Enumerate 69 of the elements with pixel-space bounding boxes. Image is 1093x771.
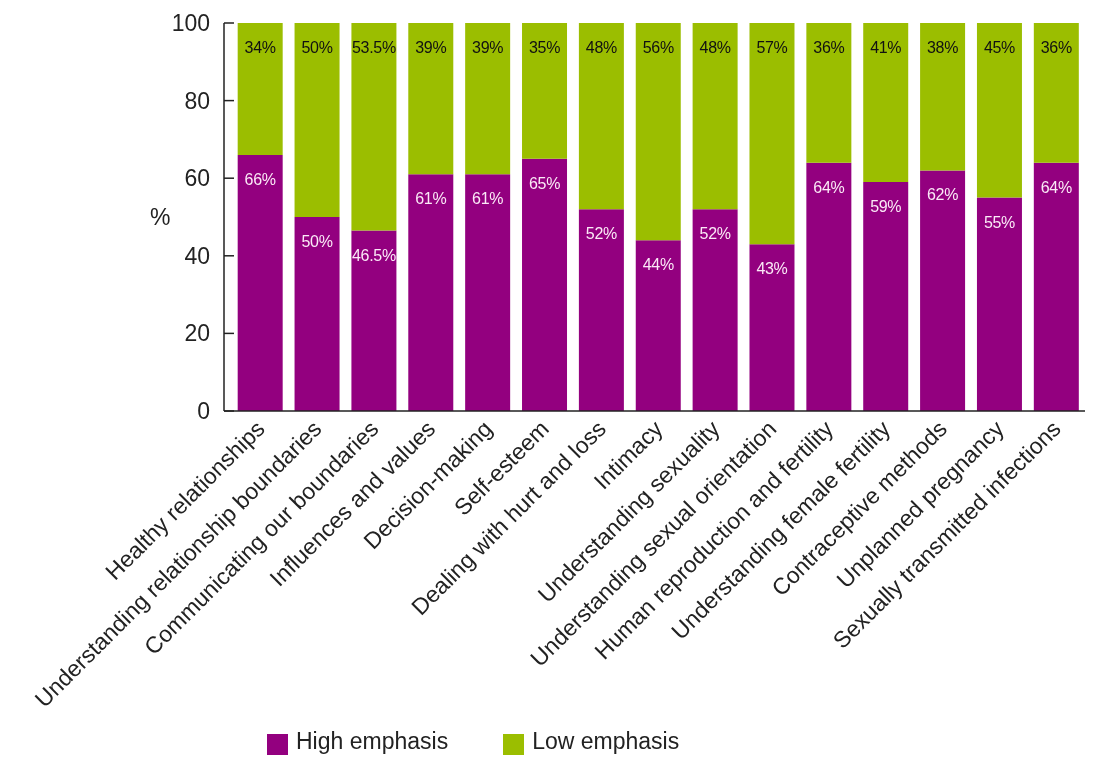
data-label: 56% <box>642 39 674 56</box>
data-label: 35% <box>528 39 561 56</box>
bar <box>294 23 340 217</box>
data-label: 48% <box>699 39 731 56</box>
bar <box>465 23 511 175</box>
data-label: 50% <box>301 39 333 56</box>
y-tick-label: 20 <box>184 320 210 347</box>
y-tick-label: 40 <box>184 242 210 269</box>
bar <box>237 23 283 155</box>
bar <box>863 23 909 183</box>
bar <box>351 23 397 231</box>
y-tick-label: 100 <box>171 10 210 36</box>
data-label: 45% <box>983 39 1016 56</box>
data-label: 55% <box>983 213 1016 231</box>
legend-label: Low emphasis <box>532 728 680 754</box>
data-label: 52% <box>699 225 731 243</box>
bar <box>863 182 909 411</box>
legend-label: High emphasis <box>296 728 449 754</box>
data-label: 43% <box>756 260 788 278</box>
bar <box>749 244 795 411</box>
bar <box>1033 23 1079 163</box>
data-label: 64% <box>813 178 845 196</box>
bar <box>522 158 568 411</box>
data-label: 50% <box>301 233 333 250</box>
bar <box>408 23 454 175</box>
data-label: 61% <box>472 190 504 208</box>
data-label: 41% <box>870 39 902 56</box>
data-label: 46.5% <box>351 246 396 264</box>
y-tick-label: 0 <box>197 398 210 424</box>
bar <box>578 23 624 210</box>
bar <box>351 230 397 411</box>
bar <box>635 23 681 241</box>
data-label: 53.5% <box>351 39 396 56</box>
data-label: 48% <box>585 39 618 56</box>
bar <box>692 23 738 210</box>
data-label: 66% <box>244 170 276 188</box>
bar <box>976 197 1022 411</box>
data-label: 59% <box>870 198 902 216</box>
bar <box>692 209 738 411</box>
bar <box>635 240 681 411</box>
bar <box>749 23 795 245</box>
bar <box>976 23 1022 198</box>
data-label: 39% <box>472 39 504 56</box>
y-axis-title: % <box>150 204 171 231</box>
data-label: 38% <box>927 39 959 56</box>
y-tick-label: 80 <box>184 87 210 114</box>
data-label: 62% <box>927 186 959 204</box>
bar <box>522 23 568 159</box>
bar <box>578 209 624 411</box>
y-tick-label: 60 <box>184 165 210 192</box>
data-label: 52% <box>585 225 618 243</box>
data-label: 34% <box>244 39 276 56</box>
data-label: 57% <box>756 39 788 56</box>
data-label: 39% <box>415 39 447 56</box>
data-label: 65% <box>528 174 561 192</box>
data-label: 44% <box>642 256 674 274</box>
bar <box>237 154 283 411</box>
data-label: 61% <box>415 190 447 208</box>
data-label: 36% <box>1040 39 1072 56</box>
bar <box>408 174 454 411</box>
data-label: 36% <box>813 39 845 56</box>
bar <box>806 23 852 163</box>
bar <box>920 23 966 171</box>
bar <box>1033 162 1079 411</box>
data-label: 64% <box>1040 178 1072 196</box>
bar <box>465 174 511 411</box>
bar <box>920 170 966 411</box>
bar <box>294 217 340 411</box>
bar <box>806 162 852 411</box>
